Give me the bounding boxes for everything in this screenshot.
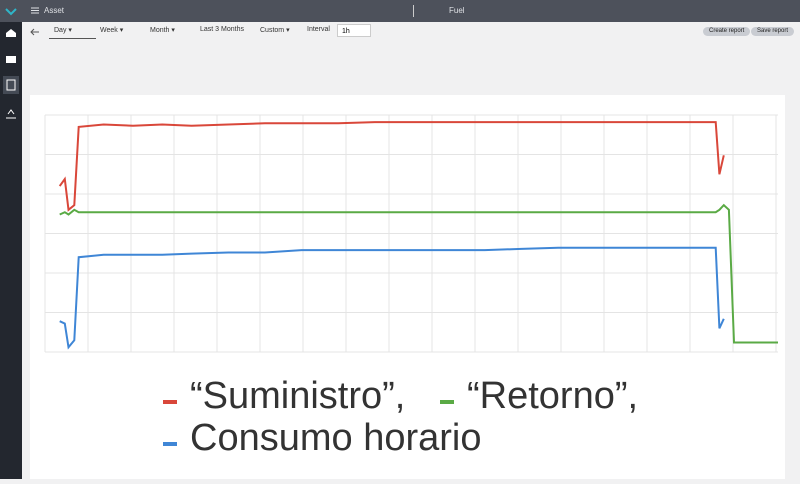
caret: ▾	[68, 27, 72, 34]
caret: ▾	[171, 27, 175, 34]
save-report-button[interactable]: Save report	[751, 27, 795, 36]
create-report-button[interactable]: Create report	[703, 27, 751, 36]
interval-label: Interval	[307, 26, 330, 33]
back-arrow[interactable]	[30, 28, 40, 36]
data-line	[59, 246, 725, 350]
legend-label: “Suministro”,	[190, 375, 405, 417]
logo	[5, 8, 17, 16]
tab-underline	[49, 38, 96, 39]
monitor-icon[interactable]	[6, 56, 16, 63]
sidebar-icons	[3, 8, 19, 119]
chart: “Suministro”, “Retorno”,Consumo horario	[44, 114, 778, 459]
legend-label: Consumo horario	[190, 417, 481, 459]
range-tab[interactable]: Custom ▾	[260, 27, 290, 34]
interval-select[interactable]: 1h	[337, 24, 371, 37]
page-title: Fuel	[449, 6, 465, 15]
menu-icon[interactable]	[31, 7, 39, 14]
home-icon[interactable]	[6, 29, 16, 37]
range-tab[interactable]: Week ▾	[100, 27, 124, 34]
caret: ▾	[286, 27, 290, 34]
divider	[413, 5, 414, 17]
sidebar	[0, 8, 22, 479]
section: Asset	[44, 6, 65, 15]
legend-label: “Retorno”,	[467, 375, 638, 417]
data-line	[59, 203, 778, 344]
range-tab[interactable]: Day ▾	[54, 27, 72, 34]
chart-panel: “Suministro”, “Retorno”, Consumo horario	[30, 95, 785, 479]
range-tab[interactable]: Month ▾	[150, 27, 175, 34]
data-line	[58, 121, 725, 212]
range-tab[interactable]: Last 3 Months	[200, 26, 244, 33]
top-bar: Asset Fuel	[0, 0, 800, 22]
report-icon[interactable]	[6, 79, 16, 91]
tool-icon[interactable]	[6, 109, 16, 119]
caret: ▾	[119, 27, 124, 34]
active-bg	[3, 76, 19, 94]
